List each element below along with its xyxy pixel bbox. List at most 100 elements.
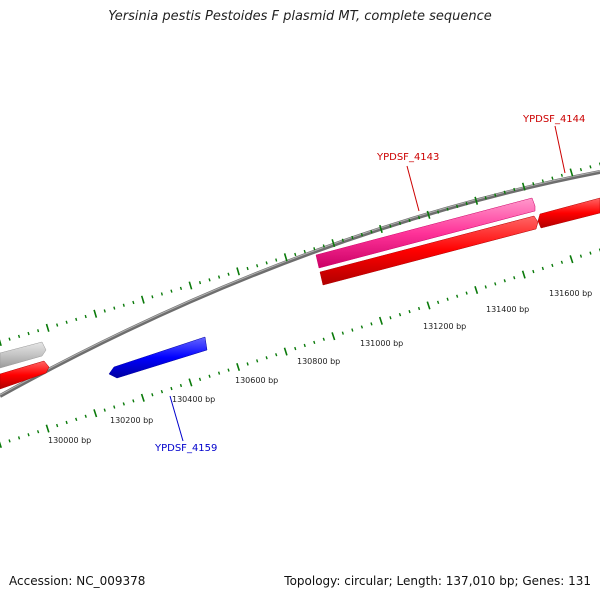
minor-tick — [17, 436, 21, 440]
tick-label: 130200 bp — [110, 416, 153, 425]
minor-tick — [370, 322, 373, 326]
minor-tick — [389, 316, 392, 320]
minor-tick — [322, 244, 325, 248]
minor-tick — [265, 356, 268, 360]
minor-tick — [341, 238, 344, 242]
major-tick — [474, 196, 479, 205]
minor-tick — [227, 368, 230, 372]
gene-reverse-red-left[interactable] — [0, 360, 50, 390]
major-tick — [474, 285, 479, 295]
minor-tick — [322, 337, 325, 341]
minor-tick — [246, 362, 249, 366]
minor-tick — [227, 272, 230, 276]
minor-tick — [294, 252, 297, 257]
minor-tick — [408, 309, 411, 314]
minor-tick — [541, 266, 544, 271]
minor-tick — [465, 291, 468, 295]
minor-tick — [122, 402, 125, 406]
minor-tick — [484, 285, 487, 289]
sequence-backbone — [0, 170, 600, 398]
minor-tick — [341, 331, 344, 335]
tick-label: 130400 bp — [172, 395, 215, 404]
leader-ypdsf-4159 — [169, 395, 184, 442]
minor-tick — [494, 193, 497, 197]
minor-tick — [351, 235, 354, 240]
minor-tick — [132, 399, 135, 403]
major-tick — [0, 441, 2, 449]
minor-tick — [541, 179, 544, 183]
major-tick — [283, 347, 288, 356]
minor-tick — [436, 300, 440, 305]
minor-tick — [27, 331, 30, 336]
minor-tick — [265, 261, 268, 265]
lower-tick-ring — [0, 248, 600, 449]
minor-tick — [246, 266, 249, 271]
minor-tick — [551, 263, 554, 268]
label-ypdsf-4159[interactable]: YPDSF_4159 — [154, 443, 217, 454]
minor-tick — [513, 187, 516, 192]
major-tick — [378, 316, 383, 325]
major-tick — [521, 182, 526, 191]
minor-tick — [256, 264, 259, 268]
minor-tick — [503, 279, 506, 283]
major-tick — [140, 295, 145, 304]
minor-tick — [579, 167, 583, 172]
minor-tick — [303, 343, 306, 348]
minor-tick — [27, 433, 30, 437]
minor-tick — [179, 383, 183, 388]
minor-tick — [465, 201, 468, 206]
gene-ypdsf-4143-forward[interactable] — [315, 197, 536, 269]
minor-tick — [37, 329, 40, 333]
label-ypdsf-4144[interactable]: YPDSF_4144 — [522, 114, 585, 125]
minor-tick — [579, 254, 583, 258]
minor-tick — [513, 276, 516, 280]
minor-tick — [151, 393, 154, 397]
minor-tick — [494, 282, 497, 286]
minor-tick — [370, 230, 373, 234]
minor-tick — [275, 258, 278, 262]
minor-tick — [113, 405, 116, 409]
major-tick — [45, 424, 50, 433]
minor-tick — [113, 306, 116, 310]
minor-tick — [294, 346, 297, 351]
minor-tick — [36, 430, 40, 434]
minor-tick — [75, 317, 78, 321]
minor-tick — [532, 182, 535, 186]
minor-tick — [103, 408, 106, 412]
minor-tick — [275, 353, 278, 357]
gene-ypdsf-4144-reverse[interactable] — [537, 197, 600, 229]
gene-pseudo-grey[interactable] — [0, 341, 47, 369]
minor-tick — [8, 439, 11, 443]
minor-tick — [417, 306, 421, 311]
leader-ypdsf-4144 — [554, 125, 566, 174]
major-tick — [140, 393, 145, 402]
minor-tick — [437, 210, 440, 214]
minor-tick — [551, 176, 554, 180]
minor-tick — [84, 414, 87, 418]
minor-tick — [198, 377, 202, 382]
minor-tick — [313, 247, 316, 251]
major-tick — [236, 362, 241, 372]
tick-label: 130000 bp — [48, 436, 91, 445]
tick-label: 130800 bp — [297, 357, 340, 366]
gene-reverse-red-1[interactable] — [319, 215, 539, 286]
major-tick — [379, 224, 383, 234]
minor-tick — [398, 221, 402, 225]
tick-label: 131400 bp — [486, 305, 529, 314]
major-tick — [426, 210, 431, 219]
minor-tick — [84, 314, 87, 319]
minor-tick — [17, 334, 21, 339]
minor-tick — [179, 286, 183, 291]
tick-label: 131000 bp — [360, 339, 403, 348]
major-tick — [426, 301, 431, 310]
label-ypdsf-4143[interactable]: YPDSF_4143 — [376, 152, 439, 163]
minor-tick — [151, 295, 154, 299]
major-tick — [521, 270, 526, 279]
minor-tick — [217, 371, 221, 375]
minor-tick — [198, 281, 202, 285]
minor-tick — [503, 190, 506, 194]
major-tick — [569, 255, 574, 264]
gene-ypdsf-4159-minus[interactable] — [108, 336, 208, 379]
upper-tick-ring — [0, 162, 600, 347]
minor-tick — [417, 215, 421, 220]
